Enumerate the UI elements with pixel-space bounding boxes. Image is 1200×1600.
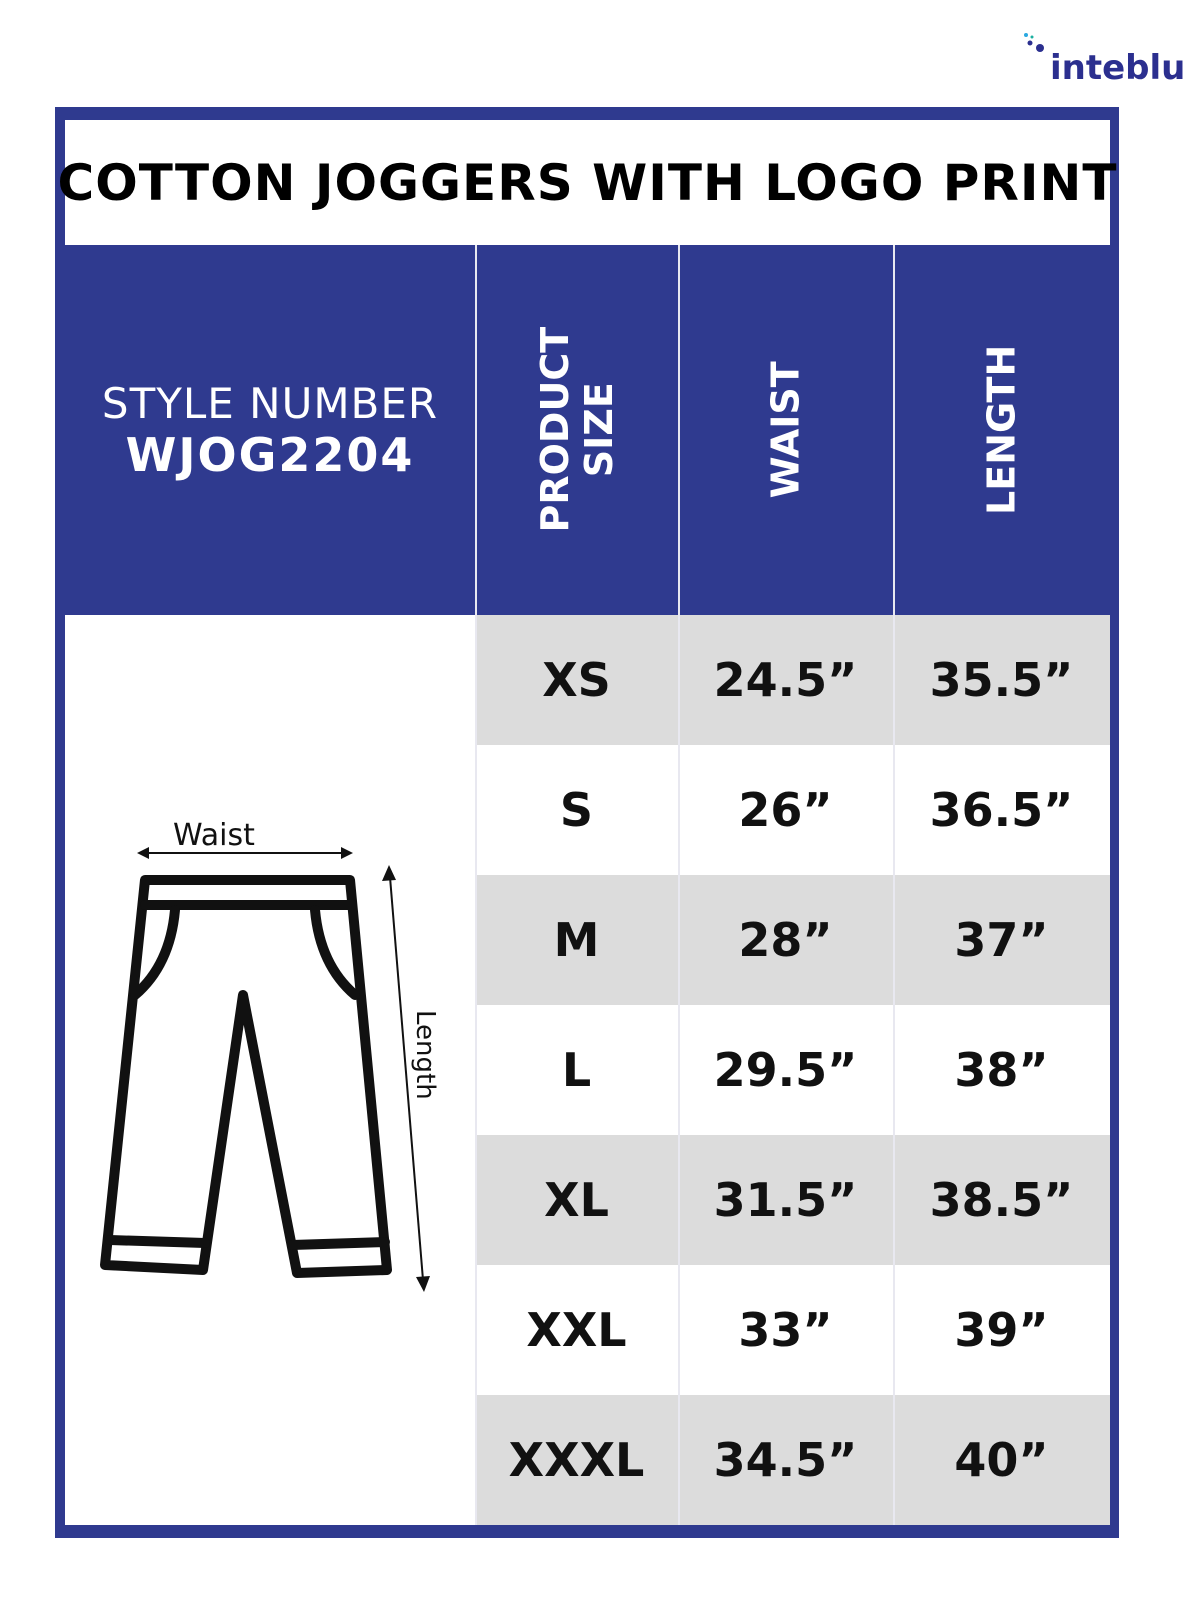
divider bbox=[678, 245, 680, 1525]
style-number-cell: STYLE NUMBER WJOG2204 bbox=[65, 245, 475, 615]
waist-cell: 33” bbox=[738, 1303, 833, 1357]
waist-label: Waist bbox=[173, 818, 255, 853]
header-waist: WAIST bbox=[680, 245, 893, 615]
table-row: XXL 33” 39” bbox=[475, 1265, 1110, 1395]
size-cell: XXL bbox=[526, 1303, 627, 1357]
length-cell: 37” bbox=[954, 913, 1049, 967]
header-label: SIZE bbox=[576, 382, 621, 478]
divider bbox=[475, 245, 477, 1525]
waist-cell: 24.5” bbox=[713, 653, 858, 707]
length-cell: 38” bbox=[954, 1043, 1049, 1097]
size-cell: L bbox=[561, 1043, 592, 1097]
length-cell: 39” bbox=[954, 1303, 1049, 1357]
pants-icon: Waist Length bbox=[100, 818, 440, 1292]
header-label: PRODUCT bbox=[532, 327, 577, 533]
table-row: L 29.5” 38” bbox=[475, 1005, 1110, 1135]
pants-diagram: Waist Length bbox=[65, 615, 475, 1525]
table-row: XS 24.5” 35.5” bbox=[475, 615, 1110, 745]
waist-cell: 31.5” bbox=[713, 1173, 858, 1227]
style-number: WJOG2204 bbox=[125, 427, 415, 482]
waist-cell: 26” bbox=[738, 783, 833, 837]
length-label: Length bbox=[410, 1010, 440, 1100]
title-box: COTTON JOGGERS WITH LOGO PRINT bbox=[58, 120, 1116, 245]
waist-cell: 28” bbox=[738, 913, 833, 967]
length-cell: 40” bbox=[954, 1433, 1049, 1487]
waist-cell: 29.5” bbox=[713, 1043, 858, 1097]
length-cell: 38.5” bbox=[929, 1173, 1074, 1227]
header-label: LENGTH bbox=[979, 344, 1024, 516]
table-row: M 28” 37” bbox=[475, 875, 1110, 1005]
header-length: LENGTH bbox=[895, 245, 1110, 615]
header-product-size: PRODUCT SIZE bbox=[477, 245, 678, 615]
size-cell: XS bbox=[542, 653, 611, 707]
table-row: XL 31.5” 38.5” bbox=[475, 1135, 1110, 1265]
logo-dots-icon bbox=[1024, 33, 1044, 52]
size-cell: M bbox=[553, 913, 600, 967]
table-row: XXXL 34.5” 40” bbox=[475, 1395, 1110, 1525]
length-cell: 36.5” bbox=[929, 783, 1074, 837]
size-cell: XXXL bbox=[508, 1433, 645, 1487]
style-label: STYLE NUMBER bbox=[101, 378, 439, 428]
brand-logo: inteblu bbox=[1024, 33, 1200, 96]
size-cell: S bbox=[559, 783, 594, 837]
waist-cell: 34.5” bbox=[713, 1433, 858, 1487]
divider bbox=[893, 245, 895, 1525]
header-label: WAIST bbox=[763, 361, 808, 499]
chart-title: COTTON JOGGERS WITH LOGO PRINT bbox=[57, 153, 1118, 212]
table-row: S 26” 36.5” bbox=[475, 745, 1110, 875]
size-cell: XL bbox=[544, 1173, 609, 1227]
logo-text: inteblu bbox=[1050, 48, 1186, 88]
length-cell: 35.5” bbox=[929, 653, 1074, 707]
size-chart: COTTON JOGGERS WITH LOGO PRINT STYLE NUM… bbox=[55, 107, 1119, 1538]
